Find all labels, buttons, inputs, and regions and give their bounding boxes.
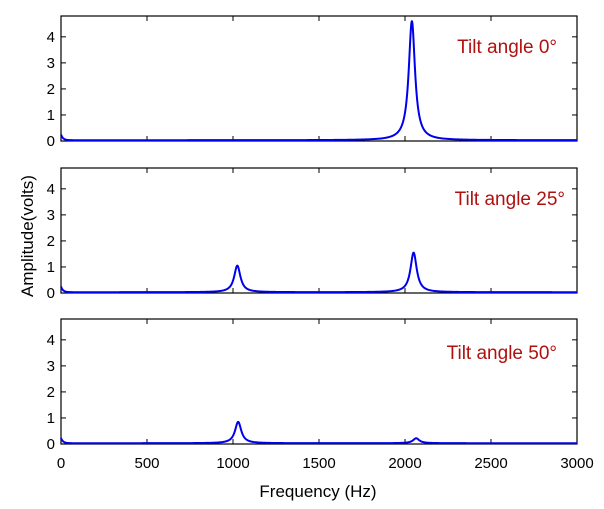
amplitude-series-line [60,251,577,294]
y-tick-label: 2 [47,384,55,401]
y-tick-label: 1 [47,259,55,276]
x-tick-label: 0 [57,455,65,472]
y-tick-label: 2 [47,81,55,98]
tilt-angle-annotation: Tilt angle 25° [455,189,565,210]
y-tick-label: 1 [47,410,55,427]
x-tick-label: 2500 [474,455,507,472]
x-tick-labels: 0 500 1000 1500 2000 2500 3000 [57,455,594,472]
y-tick-label: 4 [47,29,55,46]
y-tick-label: 4 [47,181,55,198]
subplot-1: 0 1 2 3 4 Tilt angle 0° [47,15,578,150]
x-tick-label: 3000 [560,455,593,472]
y-tick-label: 3 [47,358,55,375]
subplot-3: 0 1 2 3 4 Tilt angle 50° [47,318,578,453]
y-tick-label: 0 [47,436,55,453]
amplitude-series-line [60,20,577,142]
y-tick-label: 0 [47,133,55,150]
tilt-angle-annotation: Tilt angle 0° [457,37,557,58]
y-tick-label: 2 [47,233,55,250]
plot-frame [60,318,578,445]
tilt-angle-annotation: Tilt angle 50° [447,343,557,364]
subplot-2: 0 1 2 3 4 Tilt angle 25° [47,167,578,302]
amplitude-series-line [60,420,577,445]
x-tick-label: 1500 [302,455,335,472]
plot-frame [60,15,578,142]
plot-frame [60,167,578,294]
x-tick-label: 2000 [388,455,421,472]
y-tick-label: 3 [47,207,55,224]
y-tick-label: 1 [47,107,55,124]
x-tick-label: 500 [134,455,159,472]
y-tick-label: 4 [47,332,55,349]
panels: 0 1 2 3 4 Tilt angle 0° 0 1 2 3 4 Tilt angle 25° 0 1 2… [47,15,578,453]
x-axis-label: Frequency (Hz) [259,482,376,501]
y-tick-label: 0 [47,285,55,302]
y-axis-label: Amplitude(volts) [18,175,37,297]
x-tick-label: 1000 [216,455,249,472]
y-tick-label: 3 [47,55,55,72]
